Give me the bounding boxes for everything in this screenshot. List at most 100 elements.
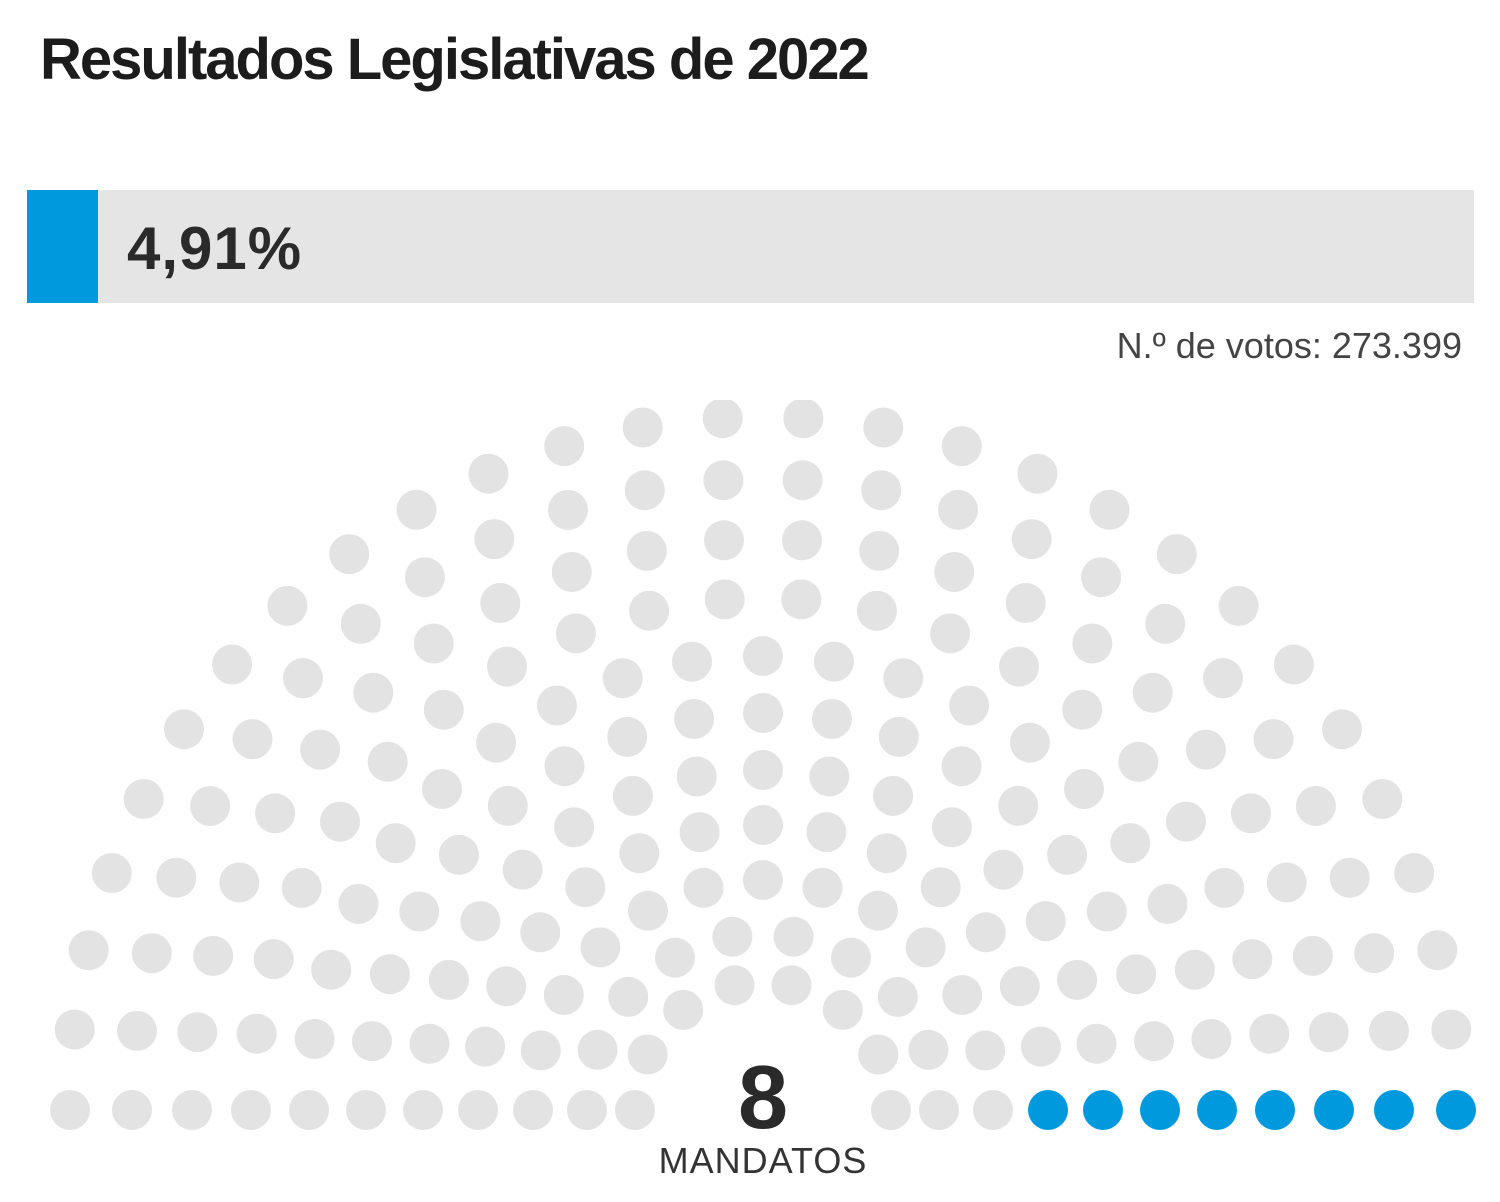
seat-empty: [580, 927, 621, 968]
seat-empty: [712, 916, 753, 957]
seat-empty: [622, 407, 663, 448]
seat-empty: [54, 1009, 95, 1050]
seat-empty: [858, 890, 898, 931]
seat-won: [1028, 1090, 1068, 1130]
seat-empty: [783, 400, 824, 439]
seat-empty: [863, 407, 904, 448]
seat-empty: [460, 901, 501, 942]
seat-empty: [934, 552, 975, 592]
seat-won: [1255, 1090, 1295, 1130]
seat-empty: [375, 823, 416, 864]
seat-empty: [1076, 1023, 1117, 1064]
seat-empty: [502, 849, 543, 890]
seat-empty: [877, 976, 918, 1017]
seat-empty: [1417, 930, 1458, 971]
seat-empty: [998, 785, 1039, 826]
seat-empty: [190, 786, 231, 826]
seat-empty: [938, 489, 978, 530]
seat-empty: [1362, 779, 1403, 819]
seat-empty: [612, 775, 653, 816]
seat-empty: [814, 641, 854, 682]
seat-empty: [1089, 489, 1130, 530]
seat-empty: [1132, 672, 1173, 713]
seat-empty: [1166, 801, 1206, 842]
seat-empty: [555, 613, 596, 654]
seat-empty: [1204, 867, 1245, 908]
votes-label: N.º de votos:: [1116, 325, 1322, 366]
seat-empty: [615, 1090, 655, 1130]
seat-empty: [859, 530, 900, 571]
seat-empty: [1086, 891, 1127, 932]
seat-empty: [965, 1030, 1006, 1071]
seat-empty: [172, 1090, 212, 1130]
seat-empty: [973, 1090, 1013, 1130]
seat-empty: [1295, 786, 1336, 826]
seat-empty: [255, 793, 296, 834]
seat-empty: [683, 867, 724, 908]
seat-won: [1436, 1090, 1476, 1130]
seat-won: [1374, 1090, 1414, 1130]
seat-empty: [1064, 769, 1104, 809]
seat-empty: [311, 949, 352, 990]
seat-empty: [624, 470, 665, 511]
seat-empty: [771, 965, 812, 1006]
seat-empty: [352, 1021, 392, 1062]
seat-empty: [283, 658, 323, 699]
seat-empty: [831, 937, 871, 978]
seat-empty: [476, 722, 517, 763]
seat-empty: [878, 716, 919, 757]
seat-empty: [422, 769, 462, 809]
seat-empty: [655, 937, 695, 978]
seat-empty: [480, 583, 521, 623]
seat-empty: [1017, 453, 1058, 494]
seat-won: [1314, 1090, 1354, 1130]
seat-empty: [219, 862, 260, 903]
seat-empty: [1191, 1019, 1232, 1059]
seat-empty: [1249, 1013, 1290, 1054]
seat-empty: [1185, 729, 1226, 770]
seat-empty: [941, 746, 982, 787]
seat-empty: [619, 833, 660, 874]
seat-empty: [905, 927, 946, 968]
seat-empty: [1118, 741, 1159, 782]
seat-empty: [941, 426, 982, 467]
seat-empty: [1156, 534, 1197, 575]
seat-empty: [403, 1090, 443, 1130]
seat-empty: [802, 867, 843, 908]
seat-empty: [608, 976, 649, 1017]
seat-empty: [861, 470, 902, 511]
vote-share-bar: 4,91%: [27, 190, 1474, 303]
seat-empty: [567, 1090, 607, 1130]
page-title: Resultados Legislativas de 2022: [40, 27, 870, 92]
seat-empty: [858, 1034, 899, 1075]
seat-empty: [942, 975, 983, 1015]
seat-empty: [1134, 1021, 1174, 1062]
seat-empty: [353, 672, 394, 713]
seat-empty: [1203, 658, 1243, 699]
seat-won: [1197, 1090, 1237, 1130]
seat-empty: [1047, 834, 1088, 875]
seat-empty: [965, 912, 1006, 953]
seat-empty: [300, 729, 341, 770]
seat-empty: [543, 975, 584, 1015]
seat-empty: [554, 807, 595, 848]
seat-empty: [1266, 862, 1307, 903]
seat-empty: [536, 685, 577, 726]
seat-empty: [626, 530, 667, 571]
seat-empty: [704, 579, 745, 620]
seat-empty: [236, 1013, 277, 1054]
seat-empty: [1230, 793, 1271, 834]
seat-empty: [627, 1034, 668, 1075]
seat-empty: [743, 860, 783, 900]
seat-empty: [856, 590, 897, 631]
seat-empty: [458, 1090, 498, 1130]
seat-empty: [919, 1090, 959, 1130]
seat-empty: [565, 867, 606, 908]
seat-empty: [628, 890, 668, 931]
seat-empty: [1011, 519, 1052, 560]
seat-empty: [409, 1023, 450, 1064]
seat-empty: [672, 641, 712, 682]
seat-empty: [809, 756, 850, 797]
seat-empty: [602, 658, 643, 699]
seat-empty: [212, 644, 253, 685]
